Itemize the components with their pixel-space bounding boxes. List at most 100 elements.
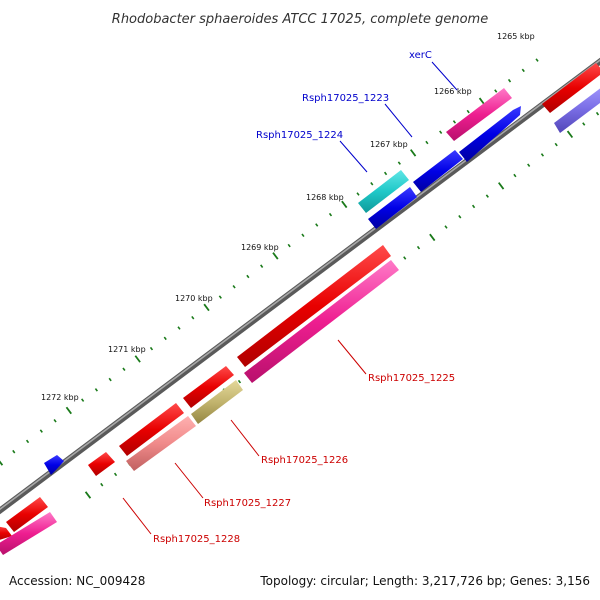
gene-arrow-upper-red-1228[interactable]	[88, 452, 115, 476]
minor-tick	[356, 192, 360, 196]
gene-arrow-upper-right-red[interactable]	[542, 63, 600, 113]
gene-arrow-upper-xerc-pink[interactable]	[446, 88, 512, 141]
leader-line-1223	[384, 103, 413, 138]
minor-tick	[39, 429, 43, 433]
minor-tick	[328, 212, 333, 217]
leader-line-1225	[337, 339, 367, 375]
gene-arrow-lower-blue-small[interactable]	[44, 455, 64, 475]
leader-line-1226	[230, 419, 260, 457]
minor-tick	[237, 379, 242, 384]
minor-tick	[383, 171, 388, 176]
leader-lines	[122, 61, 458, 535]
minor-tick	[527, 163, 531, 167]
major-tick	[566, 130, 574, 139]
major-tick	[410, 149, 417, 157]
gene-label-xerc[interactable]: xerC	[409, 50, 432, 61]
gene-labels: xerC Rsph17025_1223 Rsph17025_1224 Rsph1…	[153, 50, 455, 545]
gene-arrow-lower-pink-1225[interactable]	[244, 260, 399, 383]
major-tick	[429, 233, 436, 242]
minor-tick	[397, 161, 401, 165]
minor-tick	[471, 204, 476, 209]
major-tick	[84, 491, 92, 499]
minor-tick	[191, 315, 195, 320]
gene-features	[0, 63, 600, 555]
tick-label-1269: 1269 kbp	[241, 243, 279, 252]
major-tick	[134, 355, 141, 363]
summary-text: Topology: circular; Length: 3,217,726 bp…	[259, 574, 590, 588]
major-tick	[478, 97, 486, 106]
minor-tick	[25, 439, 30, 444]
tick-label-1272: 1272 kbp	[41, 393, 79, 402]
gene-label-rsph17025-1226[interactable]: Rsph17025_1226	[261, 455, 348, 466]
genome-backbone	[0, 57, 600, 515]
minor-tick	[582, 122, 586, 126]
gene-label-rsph17025-1225[interactable]: Rsph17025_1225	[368, 373, 455, 384]
minor-tick	[494, 89, 498, 93]
gene-arrow-lower-olive-1226[interactable]	[191, 380, 243, 424]
minor-tick	[81, 398, 85, 402]
minor-tick	[452, 120, 457, 124]
major-tick	[272, 252, 279, 260]
genome-backbone-highlight	[0, 59, 600, 511]
minor-tick	[218, 295, 222, 299]
gene-arrow-lower-purple-right[interactable]	[554, 84, 600, 133]
tick-labels: 1265 kbp 1266 kbp 1267 kbp 1268 kbp 1269…	[41, 32, 535, 402]
gene-label-rsph17025-1228[interactable]: Rsph17025_1228	[153, 534, 240, 545]
map-title: Rhodobacter sphaeroides ATCC 17025, comp…	[112, 12, 488, 27]
gene-arrow-lower-salmon-1227[interactable]	[126, 416, 196, 471]
minor-tick	[403, 256, 407, 260]
accession-text: Accession: NC_009428	[9, 574, 145, 588]
minor-tick	[540, 153, 545, 157]
gene-arrow-lower-blue-1223[interactable]	[459, 106, 521, 162]
leader-line-1227	[174, 462, 204, 499]
gene-arrow-upper-red-1225-top[interactable]	[237, 245, 391, 367]
minor-tick	[53, 419, 57, 423]
minor-tick	[458, 214, 462, 219]
gene-arrow-upper-red-1226[interactable]	[183, 366, 234, 408]
tick-label-1267: 1267 kbp	[370, 140, 408, 149]
gene-arrow-upper-red-1227[interactable]	[119, 403, 184, 456]
major-tick	[203, 303, 210, 312]
minor-tick	[425, 140, 429, 145]
gene-arrow-upper-red-edge[interactable]	[0, 525, 12, 541]
tick-label-1265: 1265 kbp	[497, 32, 535, 41]
minor-tick	[554, 142, 558, 147]
minor-tick	[370, 181, 374, 186]
minor-tick	[113, 472, 118, 477]
minor-tick	[246, 274, 250, 279]
minor-tick	[177, 326, 181, 330]
minor-tick	[444, 225, 448, 229]
tick-label-1268: 1268 kbp	[306, 193, 344, 202]
gene-arrow-upper-cyan-1224[interactable]	[358, 170, 409, 213]
minor-tick	[521, 68, 525, 73]
minor-tick	[595, 111, 600, 116]
major-tick	[341, 200, 348, 209]
minor-tick	[94, 388, 98, 392]
minor-tick	[485, 194, 489, 198]
gene-label-rsph17025-1227[interactable]: Rsph17025_1227	[204, 498, 291, 509]
gene-label-rsph17025-1224[interactable]: Rsph17025_1224	[256, 130, 343, 141]
minor-tick	[149, 346, 154, 351]
minor-tick	[513, 173, 517, 178]
gene-arrow-upper-red-left[interactable]	[6, 497, 48, 532]
tick-label-1271: 1271 kbp	[108, 345, 146, 354]
minor-tick	[507, 78, 512, 83]
minor-tick	[439, 130, 443, 134]
minor-tick	[315, 223, 319, 227]
leader-line-xerc	[431, 61, 458, 91]
minor-tick	[100, 482, 104, 487]
minor-tick	[535, 58, 539, 62]
major-tick	[65, 406, 72, 415]
minor-tick	[232, 285, 236, 289]
gene-label-rsph17025-1223[interactable]: Rsph17025_1223	[302, 93, 389, 104]
tick-label-1266: 1266 kbp	[434, 87, 472, 96]
gene-arrow-lower-pink-left[interactable]	[0, 512, 57, 555]
leader-line-1228	[122, 497, 152, 535]
minor-tick	[163, 336, 167, 341]
minor-tick	[108, 377, 112, 382]
minor-tick	[12, 449, 16, 454]
minor-tick	[287, 243, 291, 248]
gene-arrow-lower-blue-1224[interactable]	[368, 187, 417, 229]
gene-arrow-lower-blue-xerc[interactable]	[413, 150, 463, 192]
